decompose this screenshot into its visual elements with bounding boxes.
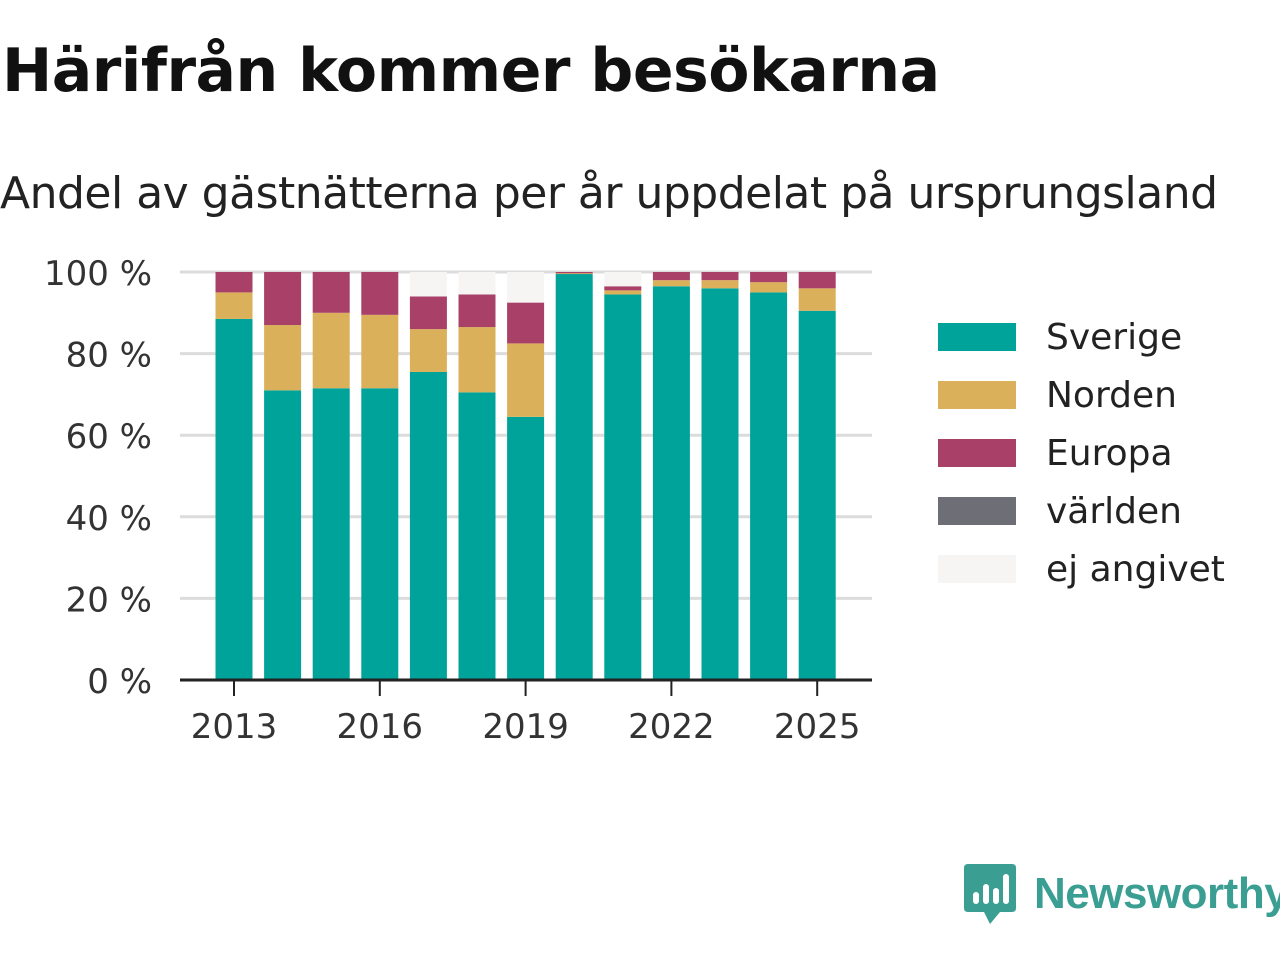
bar-segment (458, 294, 496, 328)
x-tick-label: 2016 (337, 707, 424, 747)
bar-segment (409, 296, 447, 330)
bar-segment (604, 272, 642, 287)
y-tick-label: 80 % (66, 336, 152, 376)
bar-segment (361, 314, 399, 389)
legend-swatch-ej-angivet (938, 555, 1016, 583)
bar-segment (409, 272, 447, 297)
bar-segment (750, 272, 788, 283)
newsworthy-logo-icon (964, 864, 1016, 924)
bar-segment (798, 272, 836, 289)
bar-segment (215, 292, 253, 319)
newsworthy-logo-text: Newsworthy (1034, 869, 1280, 918)
bar-segment (798, 310, 836, 680)
legend-item-europa: Europa (938, 424, 1225, 482)
bar-segment (701, 272, 739, 281)
legend-item-varlden: världen (938, 482, 1225, 540)
x-tick-label: 2013 (191, 707, 278, 747)
legend-item-sverige: Sverige (938, 308, 1225, 366)
x-tick-label: 2025 (774, 707, 861, 747)
legend-swatch-norden (938, 381, 1016, 409)
y-tick-label: 20 % (66, 580, 152, 620)
chart-legend: Sverige Norden Europa världen ej angivet (938, 308, 1225, 598)
legend-swatch-varlden (938, 497, 1016, 525)
y-tick-label: 60 % (66, 417, 152, 457)
chart-subtitle: Andel av gästnätterna per år uppdelat på… (0, 168, 1218, 219)
bar-segment (652, 286, 690, 680)
legend-label-varlden: världen (1046, 490, 1182, 532)
bar-segment (264, 325, 302, 391)
legend-item-norden: Norden (938, 366, 1225, 424)
chart-title: Härifrån kommer besökarna (2, 36, 940, 106)
y-tick-label: 40 % (66, 499, 152, 539)
bar-segment (409, 329, 447, 372)
bar-segment (264, 272, 302, 326)
bar-segment (312, 272, 350, 313)
legend-swatch-sverige (938, 323, 1016, 351)
bar-segment (361, 388, 399, 680)
bar-segment (701, 288, 739, 680)
bar-segment (701, 280, 739, 289)
bar-segment (555, 272, 593, 274)
bar-segment (264, 390, 302, 680)
legend-label-norden: Norden (1046, 374, 1177, 416)
legend-item-ej-angivet: ej angivet (938, 540, 1225, 598)
bar-segment (458, 392, 496, 680)
bar-segment (604, 290, 642, 295)
x-tick-label: 2022 (628, 707, 715, 747)
x-tick-label: 2019 (482, 707, 569, 747)
legend-swatch-europa (938, 439, 1016, 467)
bar-segment (507, 343, 545, 417)
bar-segment (604, 294, 642, 680)
y-tick-label: 0 % (87, 662, 152, 702)
bar-segment (458, 272, 496, 295)
bar-segment (312, 388, 350, 680)
bar-segment (458, 327, 496, 393)
bar-segment (507, 416, 545, 680)
bar-segment (652, 280, 690, 287)
bar-segment (215, 318, 253, 680)
bar-segment (215, 272, 253, 293)
legend-label-europa: Europa (1046, 432, 1173, 474)
newsworthy-logo: Newsworthy (964, 864, 1280, 924)
bar-segment (507, 272, 545, 303)
bar-segment (507, 302, 545, 344)
bar-segment (361, 272, 399, 315)
bar-segment (652, 272, 690, 281)
legend-label-sverige: Sverige (1046, 316, 1183, 358)
bar-segment (409, 371, 447, 680)
bar-segment (750, 282, 788, 293)
bar-segment (750, 292, 788, 680)
legend-label-ej-angivet: ej angivet (1046, 548, 1225, 590)
bar-segment (312, 312, 350, 389)
bar-segment (604, 286, 642, 291)
bar-segment (555, 274, 593, 680)
y-tick-label: 100 % (44, 254, 152, 294)
bar-segment (798, 288, 836, 311)
bar-segment (555, 273, 593, 275)
